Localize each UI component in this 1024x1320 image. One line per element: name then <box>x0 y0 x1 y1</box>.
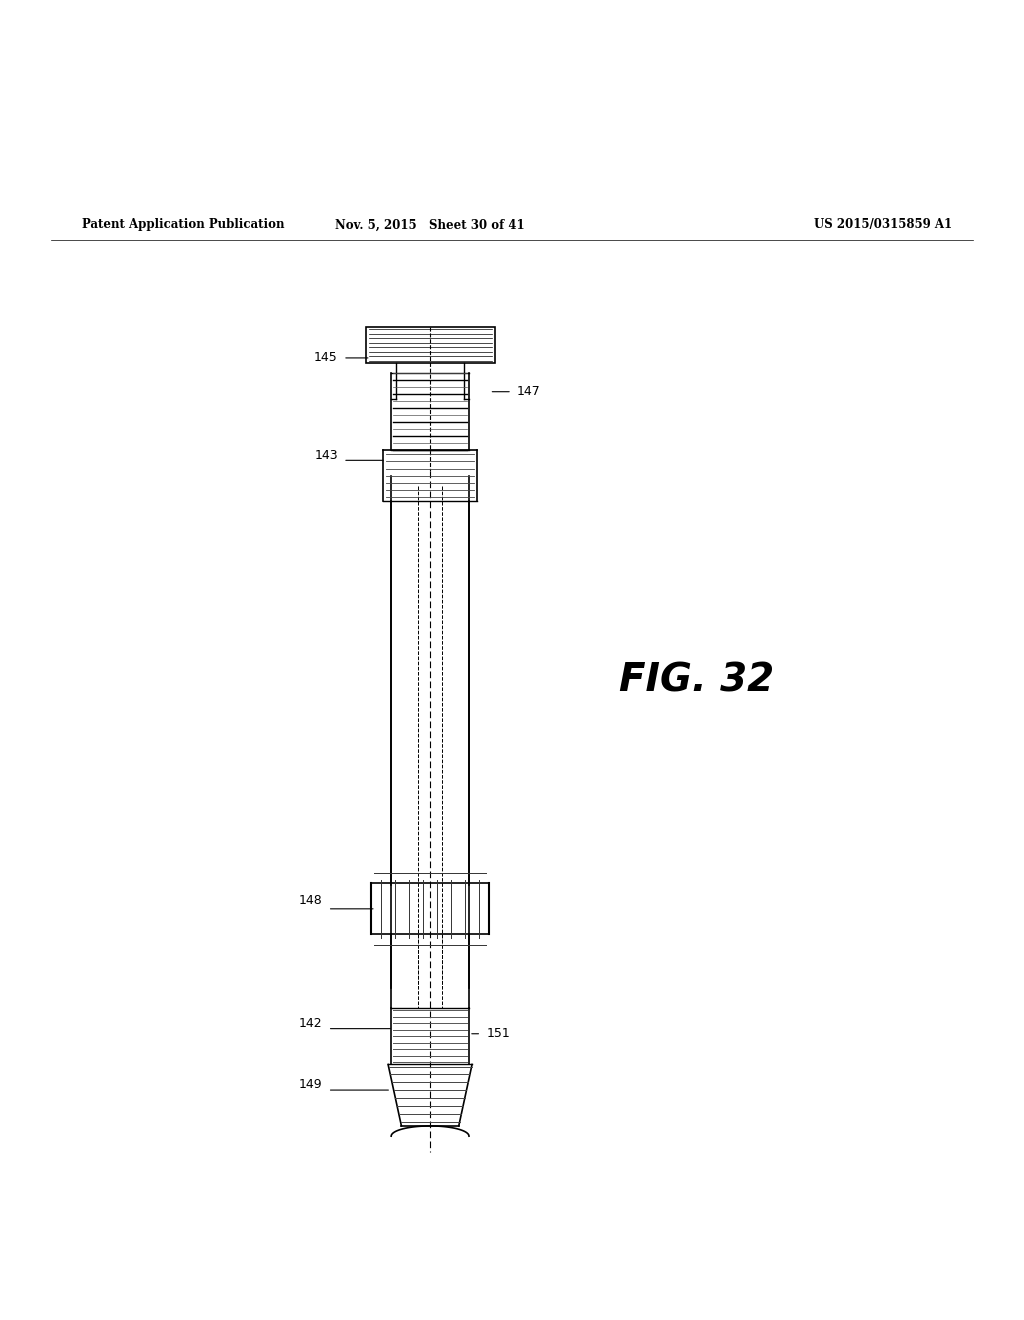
Text: Patent Application Publication: Patent Application Publication <box>82 218 285 231</box>
Text: Nov. 5, 2015   Sheet 30 of 41: Nov. 5, 2015 Sheet 30 of 41 <box>335 218 525 231</box>
Text: 145: 145 <box>314 351 338 364</box>
Text: 148: 148 <box>299 894 323 907</box>
Text: 147: 147 <box>517 385 541 399</box>
Text: 149: 149 <box>299 1078 323 1092</box>
Text: 142: 142 <box>299 1016 323 1030</box>
Text: FIG. 32: FIG. 32 <box>618 661 774 700</box>
Text: US 2015/0315859 A1: US 2015/0315859 A1 <box>814 218 952 231</box>
Text: 143: 143 <box>314 449 338 462</box>
Bar <box>366 327 495 363</box>
Text: 151: 151 <box>486 1027 510 1040</box>
